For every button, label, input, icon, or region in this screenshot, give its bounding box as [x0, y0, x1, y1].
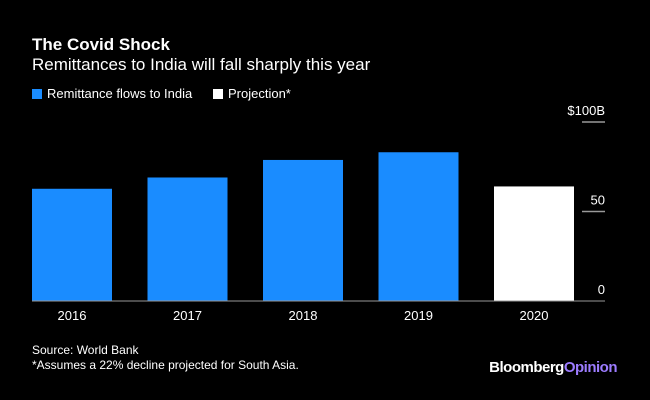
- legend-swatch-white: [213, 88, 223, 99]
- legend-item-remittance: Remittance flows to India: [32, 86, 192, 101]
- bar-2016: [32, 188, 112, 301]
- footnote: *Assumes a 22% decline projected for Sou…: [32, 358, 299, 372]
- legend-label: Projection*: [228, 86, 291, 101]
- bar-2017: [147, 177, 228, 301]
- chart-title: The Covid Shock: [32, 35, 170, 54]
- x-tick-label: 2017: [173, 308, 202, 323]
- bloomberg-opinion-logo: BloombergOpinion: [489, 359, 617, 376]
- bar-2018: [263, 159, 343, 301]
- bar-2019: [378, 152, 459, 301]
- y-tick-label: $100B: [567, 103, 605, 118]
- source-note: Source: World Bank: [32, 343, 139, 357]
- chart-subtitle: Remittances to India will fall sharply t…: [32, 55, 371, 74]
- x-tick-label: 2019: [404, 308, 433, 323]
- bar-2020: [494, 186, 574, 301]
- x-tick-label: 2018: [289, 308, 318, 323]
- legend-item-projection: Projection*: [213, 86, 291, 101]
- legend-label: Remittance flows to India: [47, 86, 193, 101]
- legend-swatch-blue: [32, 88, 42, 99]
- x-tick-label: 2020: [520, 308, 549, 323]
- y-tick-label: 0: [598, 282, 605, 297]
- y-tick-label: 50: [591, 193, 605, 208]
- x-tick-label: 2016: [58, 308, 87, 323]
